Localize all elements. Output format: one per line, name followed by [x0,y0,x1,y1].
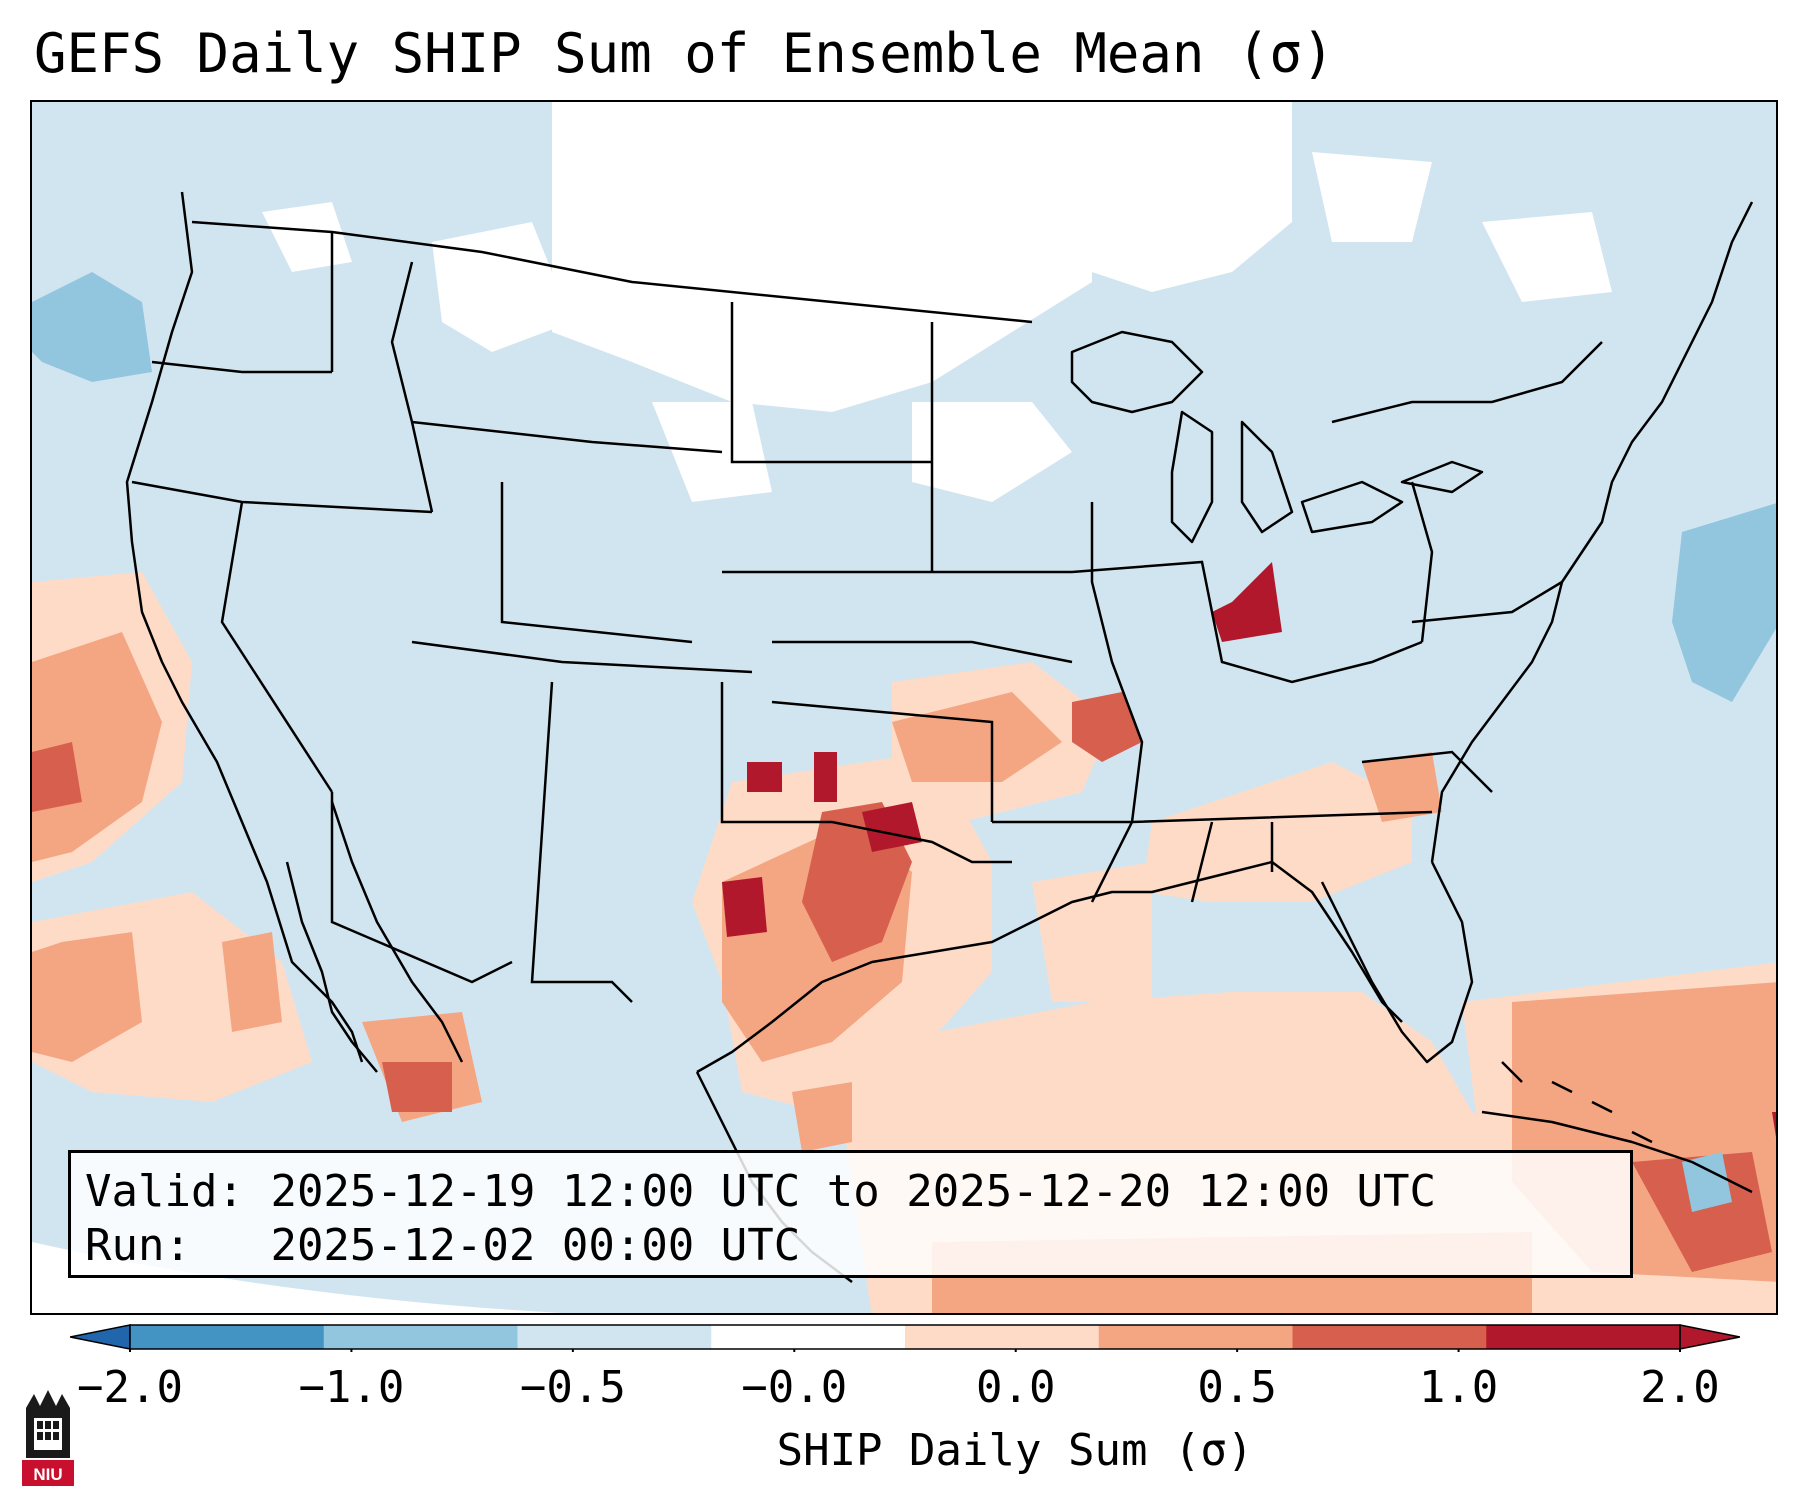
logo: NIU [18,1388,78,1488]
run-line: Run: 2025-12-02 00:00 UTC [85,1219,1616,1273]
colorbar-tick-label: 2.0 [1640,1362,1720,1413]
colorbar-tick-label: 0.5 [1197,1362,1277,1413]
colorbar-tick-label: −0.5 [519,1362,626,1413]
colorbar-bin [517,1325,712,1349]
university-tower-icon: NIU [22,1390,74,1486]
anomaly-max-zones [722,562,1776,1137]
map-panel [30,100,1778,1315]
colorbar-bin [1098,1325,1293,1349]
map-canvas [32,102,1776,1313]
colorbar-tick-label: −1.0 [298,1362,405,1413]
run-value: 2025-12-02 00:00 UTC [270,1220,801,1271]
colorbar-outline [129,1324,1681,1350]
state-boundaries [131,220,1603,1003]
validity-info-box: Valid: 2025-12-19 12:00 UTC to 2025-12-2… [68,1150,1633,1278]
colorbar-bin [1292,1325,1487,1349]
logo-text: NIU [33,1465,62,1484]
colorbar-bin [1486,1325,1681,1349]
colorbar-tick-label: 0.0 [975,1362,1056,1413]
colorbar-bin [905,1325,1100,1349]
run-label: Run: [85,1220,191,1271]
colorbar [70,1324,1740,1352]
colorbar-tick-label: 1.0 [1418,1362,1499,1413]
colorbar-extend-min [70,1324,131,1350]
coastlines [125,191,1754,1283]
colorbar-bin [323,1325,518,1349]
anomaly-neg-zones [32,272,1776,1212]
domain-edge [32,1242,563,1313]
colorbar-extend-max [1679,1324,1740,1350]
valid-label: Valid: [85,1166,244,1217]
islands [1501,1061,1653,1144]
valid-line: Valid: 2025-12-19 12:00 UTC to 2025-12-2… [85,1165,1616,1219]
colorbar-bin [711,1325,906,1349]
colorbar-bin [130,1325,325,1349]
colorbar-tick-label: −2.0 [77,1362,183,1413]
colorbar-tick-label: −0.0 [741,1362,848,1413]
colorbar-label: SHIP Daily Sum (σ) [776,1425,1254,1476]
valid-value: 2025-12-19 12:00 UTC to 2025-12-20 12:00… [270,1166,1437,1217]
page-title: GEFS Daily SHIP Sum of Ensemble Mean (σ) [34,22,1335,85]
